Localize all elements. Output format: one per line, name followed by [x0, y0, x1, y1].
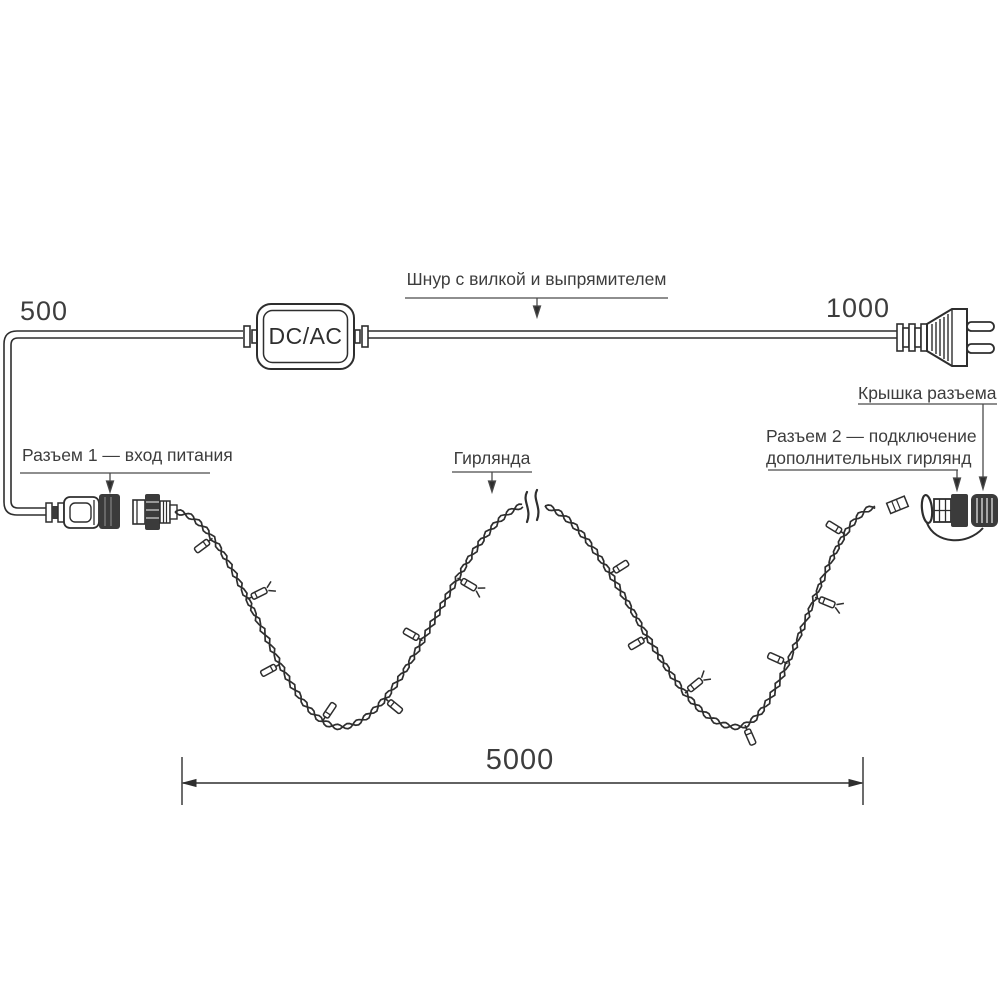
leader-connector1: [20, 472, 210, 495]
power-plug: [896, 308, 995, 367]
led-bulb-icon: [321, 701, 337, 722]
leader-cap: [858, 403, 997, 492]
arrow-down-icon: [978, 476, 988, 492]
led-bulb-icon: [402, 627, 423, 642]
dim-label-1000: 1000: [826, 293, 891, 323]
power-cord-left-wire: [3, 330, 243, 516]
plug-body: [926, 308, 968, 367]
dcac-adapter-box: [243, 303, 369, 370]
arrow-right-icon: [848, 778, 864, 788]
arrow-left-icon: [181, 778, 197, 788]
connector2-label: Разъем 2 — подключение дополнительных ги…: [766, 425, 977, 470]
led-bulb-icon: [384, 697, 404, 715]
led-bulb-icon: [814, 596, 845, 614]
leader-cord: [405, 297, 668, 320]
connector2-label-line1: Разъем 2 — подключение: [766, 426, 977, 446]
dim-label-500: 500: [20, 296, 69, 326]
dim-label-5000: 5000: [485, 744, 555, 776]
garland-wire: [174, 503, 876, 746]
led-bulb-icon: [247, 580, 276, 600]
wire-break-icon: [524, 488, 540, 524]
connector1-plug-half: [45, 494, 120, 529]
arrow-down-icon: [105, 480, 115, 495]
plug-prong: [966, 321, 995, 332]
led-bulb-icon: [627, 636, 648, 651]
arrow-down-icon: [532, 305, 542, 320]
led-bulb-icon: [684, 670, 712, 694]
plug-strain-relief: [896, 323, 928, 352]
arrow-down-icon: [487, 480, 497, 495]
cap-label: Крышка разъема: [858, 383, 997, 403]
connector1-label: Разъем 1 — вход питания: [22, 445, 233, 465]
plug-prong: [966, 343, 995, 354]
led-bulb-icon: [193, 537, 213, 554]
led-bulb-icon: [259, 663, 281, 677]
leader-garland: [452, 471, 532, 495]
garland-strand: [174, 504, 876, 731]
garland-strand: [174, 503, 876, 731]
cord-label: Шнур с вилкой и выпрямителем: [406, 269, 667, 289]
adapter-strain-relief-right: [354, 329, 361, 344]
led-bulb-icon: [609, 559, 630, 575]
led-bulb-icon: [766, 652, 788, 665]
garland-label: Гирлянда: [453, 448, 531, 468]
connector2-cap: [926, 494, 998, 542]
connector2-body: [885, 493, 968, 527]
leader-connector2: [768, 469, 962, 493]
led-bulb-icon: [825, 520, 846, 535]
power-cord-right-wire: [368, 330, 897, 339]
led-bulb-icon: [457, 577, 486, 598]
connector2-label-line2: дополнительных гирлянд: [766, 448, 972, 469]
adapter-label: DC/AC: [268, 323, 343, 349]
adapter-strain-relief-left: [243, 325, 251, 348]
arrow-down-icon: [952, 477, 962, 493]
connector1-socket-half: [132, 494, 178, 530]
cap-tether-cord: [926, 522, 984, 542]
led-bulb-icon: [744, 724, 757, 746]
cap-tether-loop: [920, 493, 934, 525]
dimension-line-5000: [181, 757, 864, 805]
